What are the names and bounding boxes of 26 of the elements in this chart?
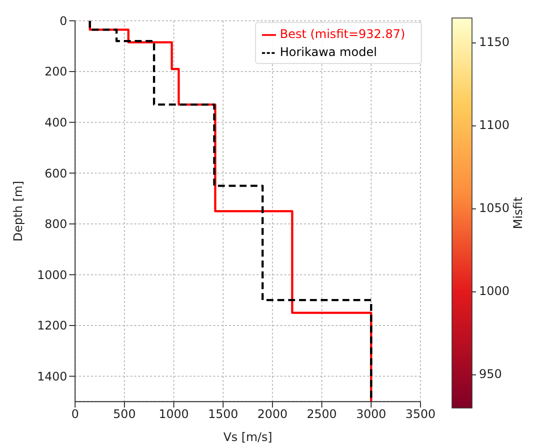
x-tick-label: 0 [71, 406, 79, 421]
color-bar-label: 1100 [479, 118, 510, 132]
color-bar-label: 1000 [479, 284, 510, 298]
y-tick-label: 1000 [37, 268, 68, 282]
y-axis-title: Depth [m] [11, 180, 26, 242]
x-axis-title: Vs [m/s] [223, 430, 272, 444]
legend-label: Horikawa model [280, 45, 377, 59]
y-tick-label: 1200 [37, 318, 68, 333]
x-tick-label: 2000 [257, 406, 288, 421]
x-tick-label: 2500 [306, 406, 337, 421]
color-bar-label: 950 [479, 367, 502, 382]
color-bar-label: 1050 [479, 201, 510, 216]
color-bar-label: 1150 [479, 35, 510, 50]
x-tick-label: 500 [113, 406, 136, 421]
y-tick-label: 1400 [37, 369, 68, 384]
y-tick-label: 0 [60, 14, 68, 28]
y-tick-label: 800 [44, 217, 68, 232]
x-tick-label: 1000 [158, 406, 189, 421]
legend-label: Best (misfit=932.87) [280, 27, 406, 41]
x-tick-label: 3000 [356, 406, 386, 421]
y-tick-label: 600 [44, 166, 68, 180]
y-tick-label: 400 [44, 116, 68, 130]
y-tick-label: 200 [44, 64, 68, 79]
color-bar-title: Misfit [511, 196, 526, 230]
x-tick-label: 1500 [208, 406, 238, 421]
x-tick-label: 3500 [405, 406, 436, 421]
